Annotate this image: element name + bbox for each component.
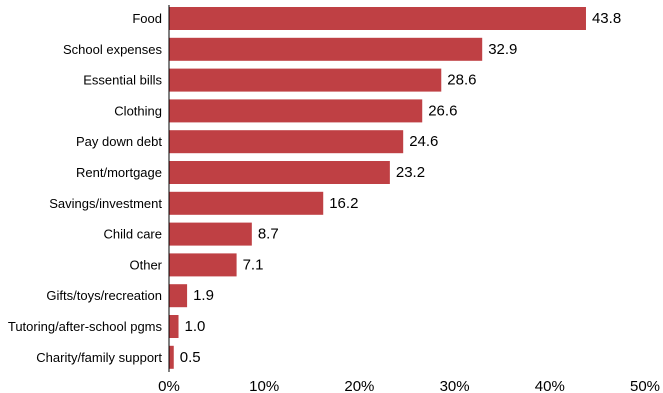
bar (169, 222, 252, 246)
bar (169, 37, 483, 61)
value-label: 24.6 (409, 133, 438, 150)
x-tick-label: 50% (630, 378, 660, 393)
category-label: Food (132, 11, 162, 26)
value-label: 23.2 (396, 164, 425, 181)
x-tick-label: 0% (158, 378, 180, 393)
value-label: 1.9 (193, 287, 214, 304)
x-axis-ticks: 0% 10% 20% 30% 40% 50% (158, 378, 660, 393)
category-label: Rent/mortgage (76, 165, 162, 180)
bar (169, 7, 586, 30)
value-labels: 43.8 32.9 28.6 26.6 24.6 23.2 16.2 8.7 7.1 1.9 1.0… (180, 10, 621, 366)
bar (169, 315, 179, 338)
value-label: 7.1 (243, 256, 264, 273)
category-label: Charity/family support (36, 350, 162, 365)
x-tick-label: 20% (344, 378, 374, 393)
value-label: 28.6 (447, 72, 476, 89)
bar (169, 130, 404, 154)
value-label: 16.2 (329, 195, 358, 212)
category-label: Pay down debt (76, 134, 162, 149)
value-label: 26.6 (428, 102, 457, 119)
x-tick-label: 10% (249, 378, 279, 393)
category-label: Clothing (114, 103, 162, 118)
category-labels: Food School expenses Essential bills Clothi… (8, 11, 163, 365)
value-label: 43.8 (592, 10, 621, 27)
category-label: Savings/investment (49, 196, 162, 211)
x-tick-label: 30% (440, 378, 470, 393)
category-label: Gifts/toys/recreation (46, 288, 162, 303)
bar (169, 68, 442, 92)
bar (169, 284, 188, 308)
category-label: Essential bills (83, 73, 162, 88)
category-label: School expenses (63, 42, 163, 57)
bar (169, 191, 324, 215)
x-tick-label: 40% (535, 378, 565, 393)
value-label: 0.5 (180, 349, 201, 366)
value-label: 8.7 (258, 226, 279, 243)
value-label: 1.0 (185, 318, 206, 335)
category-label: Other (129, 257, 162, 272)
bar (169, 345, 174, 369)
bar (169, 161, 390, 184)
bars-group (169, 7, 586, 369)
category-label: Child care (103, 227, 162, 242)
bar (169, 99, 423, 123)
category-label: Tutoring/after-school pgms (8, 319, 163, 334)
value-label: 32.9 (488, 41, 517, 58)
bar (169, 253, 237, 277)
